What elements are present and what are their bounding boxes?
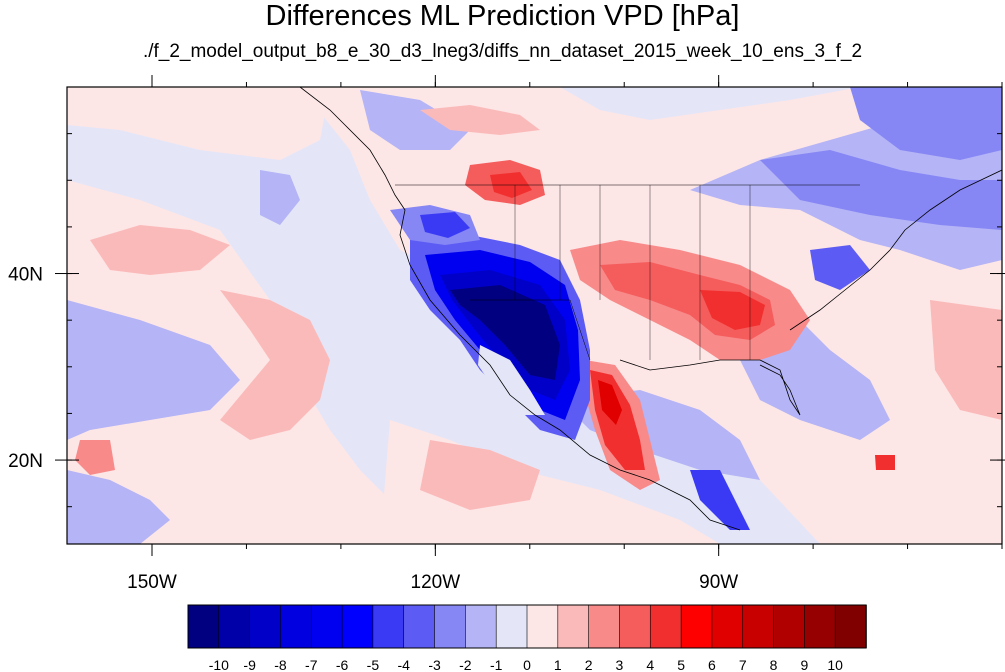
colorbar-tick-label: -6 <box>336 657 349 672</box>
colorbar-tick-label: 9 <box>800 657 808 672</box>
colorbar-tick-label: 1 <box>554 657 562 672</box>
positive-region <box>67 87 330 160</box>
colorbar-tick-label: 8 <box>770 657 778 672</box>
colorbar-swatch <box>588 604 621 649</box>
colorbar-swatch <box>619 604 652 649</box>
map-title: Differences ML Prediction VPD [hPa] <box>265 0 740 32</box>
colorbar-frame <box>187 604 867 649</box>
colorbar-swatch <box>403 604 436 649</box>
colorbar-tick-label: 2 <box>585 657 593 672</box>
colorbar-swatch <box>218 604 251 649</box>
colorbar-tick-label: -5 <box>367 657 380 672</box>
negative-region <box>260 170 300 225</box>
negative-region <box>420 212 470 238</box>
colorbar-swatch <box>249 604 282 649</box>
colorbar-swatch <box>649 604 682 649</box>
positive-region <box>700 290 765 330</box>
positive-region <box>90 225 230 275</box>
positive-region <box>598 380 622 425</box>
axis-ticks <box>55 75 1005 556</box>
positive-region <box>875 455 895 470</box>
lat-tick-label: 40N <box>8 265 43 286</box>
lat-tick-label: 20N <box>8 451 43 472</box>
colorbar-swatch <box>187 604 220 649</box>
colorbar-swatch <box>804 604 836 649</box>
colorbar-tick-label: -8 <box>274 657 287 672</box>
colorbar-tick-label: -10 <box>209 657 229 672</box>
colorbar-swatch <box>834 604 867 649</box>
colorbar-swatch <box>773 604 806 649</box>
colorbar-tick-label: -4 <box>398 657 411 672</box>
colorbar-swatch <box>341 604 374 649</box>
colorbar-tick-label: 6 <box>708 657 716 672</box>
negative-region <box>690 470 750 530</box>
negative-region <box>450 285 560 380</box>
colorbar-labels: -10 -9 -8 -7 -6 -5 -4 -3 -2 -1 0 1 2 3 4 5 6 7 8 9 10 <box>209 657 843 672</box>
negative-region <box>360 90 470 150</box>
colorbar-tick-label: 7 <box>739 657 747 672</box>
map-subtitle: ./f_2_model_output_b8_e_30_d3_lneg3/diff… <box>142 41 863 62</box>
coastlines <box>299 87 1002 531</box>
colorbar-tick-label: -1 <box>490 657 503 672</box>
colorbar-tick-label: -2 <box>459 657 472 672</box>
colorbar-swatch <box>310 604 343 649</box>
negative-region <box>760 150 1002 230</box>
colorbar-tick-label: 3 <box>616 657 624 672</box>
plot-frame <box>66 86 1003 545</box>
lon-tick-label: 150W <box>127 572 177 593</box>
lon-tick-label: 90W <box>699 572 738 593</box>
positive-region <box>75 440 115 475</box>
colorbar <box>187 604 867 649</box>
colorbar-tick-label: -7 <box>305 657 318 672</box>
colorbar-swatch <box>742 604 775 649</box>
positive-region <box>420 440 540 510</box>
positive-region <box>420 105 540 135</box>
negative-region <box>67 470 170 544</box>
negative-region <box>67 300 240 440</box>
negative-region <box>850 87 1002 160</box>
colorbar-swatch <box>680 604 713 649</box>
negative-region <box>810 245 870 290</box>
colorbar-swatch <box>372 604 405 649</box>
colorbar-tick-label: 0 <box>523 657 531 672</box>
axis-labels: 150W 120W 90W 40N 20N <box>8 265 738 593</box>
colorbar-swatch <box>434 604 467 649</box>
colorbar-tick-label: 10 <box>827 657 843 672</box>
colorbar-tick-label: 5 <box>677 657 685 672</box>
map-field <box>67 87 1002 544</box>
positive-region <box>220 290 330 440</box>
baja-gap <box>478 345 545 415</box>
colorbar-swatch <box>495 604 528 649</box>
colorbar-tick-label: -3 <box>428 657 441 672</box>
colorbar-swatch <box>526 604 559 649</box>
colorbar-tick-label: 4 <box>646 657 654 672</box>
colorbar-swatch <box>465 604 497 649</box>
colorbar-tick-label: -9 <box>243 657 256 672</box>
positive-region <box>930 300 1002 420</box>
lon-tick-label: 120W <box>411 572 461 593</box>
colorbar-swatch <box>711 604 744 649</box>
colorbar-swatch <box>280 604 313 649</box>
colorbar-swatch <box>557 604 590 649</box>
